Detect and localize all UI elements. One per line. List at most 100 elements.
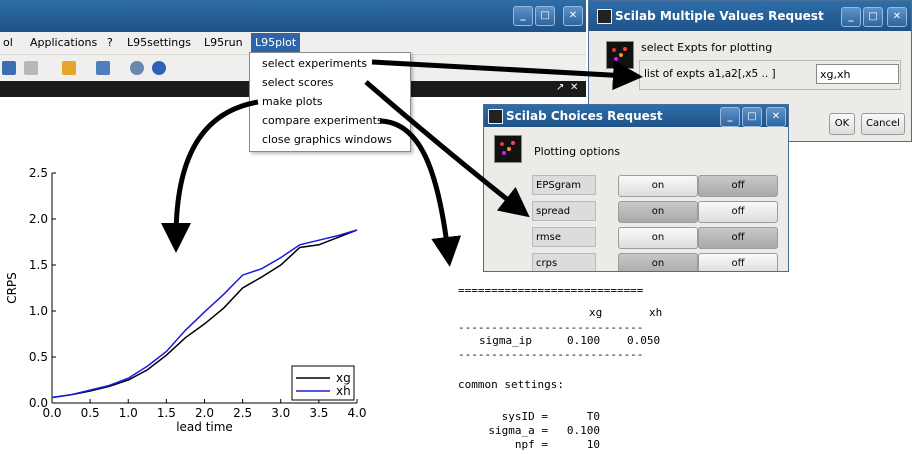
font-icon[interactable] <box>2 61 16 75</box>
y-tick-label: 1.5 <box>29 258 48 272</box>
x-axis-label: lead time <box>176 420 233 434</box>
menu-l95settings[interactable]: L95settings <box>127 36 191 49</box>
dialog-prompt: select Expts for plotting <box>641 41 773 54</box>
menu-tool[interactable]: ol <box>3 36 13 49</box>
scilab-logo-icon <box>597 9 612 24</box>
multiple-values-titlebar: Scilab Multiple Values Request _ □ ✕ <box>589 1 911 31</box>
output-setting-value: 0.100 <box>566 424 600 437</box>
output-rule-single-2: ---------------------------- <box>458 348 644 361</box>
scilab-logo-icon <box>488 109 503 124</box>
choices-title: Scilab Choices Request <box>506 109 663 123</box>
crps-on-button[interactable]: on <box>618 253 698 271</box>
cancel-button[interactable]: Cancel <box>861 113 905 135</box>
dialog-title: Scilab Multiple Values Request <box>615 9 824 23</box>
chart-axes: 0.0 0.5 1.0 1.5 2.0 2.5 3.0 3.5 4.0 0.0 0.5 1.0 1.5 2… <box>5 166 367 434</box>
crps-chart: 0.0 0.5 1.0 1.5 2.0 2.5 3.0 3.5 4.0 0.0 0.5 1.0 1.5 2… <box>5 166 367 434</box>
option-label-epsgram: EPSgram <box>532 175 596 195</box>
choices-subtitle: Plotting options <box>534 145 621 158</box>
option-label-spread: spread <box>532 201 596 221</box>
field-label: list of expts a1,a2[,x5 .. ] <box>644 68 776 80</box>
output-row-name: sigma_ip <box>479 334 532 347</box>
maximize-icon[interactable]: □ <box>535 6 555 26</box>
series-line-xg <box>51 229 358 399</box>
output-common-label: common settings: <box>458 378 564 391</box>
output-setting-key: sigma_a = <box>488 424 548 437</box>
l95plot-dropdown: select experiments select scores make pl… <box>249 52 411 152</box>
chart-lines <box>51 229 358 399</box>
output-rule-single: ---------------------------- <box>458 321 644 334</box>
y-tick-label: 2.0 <box>29 212 48 226</box>
dialog-maximize-icon[interactable]: □ <box>863 7 883 27</box>
legend-box <box>291 365 355 401</box>
menu-item-make-plots[interactable]: make plots <box>262 95 323 108</box>
main-window-titlebar: _ □ ✕ <box>0 0 586 32</box>
spread-off-button[interactable]: off <box>698 201 778 223</box>
arrow-to-multiple-values <box>371 59 643 91</box>
option-label-rmse: rmse <box>532 227 596 247</box>
menu-item-close-graphics[interactable]: close graphics windows <box>262 133 392 146</box>
ok-button[interactable]: OK <box>829 113 855 135</box>
dialog-close-icon[interactable]: ✕ <box>887 7 907 27</box>
output-row-xg: 0.100 <box>567 334 601 347</box>
x-tick-label: 2.5 <box>233 406 252 420</box>
arrow-to-chart <box>161 99 259 253</box>
choices-dialog-icon <box>494 135 522 163</box>
legend-label-xh: xh <box>336 384 351 398</box>
output-header-xg: xg <box>589 306 603 319</box>
menu-item-compare-experiments[interactable]: compare experiments <box>262 114 383 127</box>
y-tick-label: 2.5 <box>29 166 48 180</box>
x-tick-label: 3.5 <box>309 406 328 420</box>
x-tick-label: 0.0 <box>42 406 61 420</box>
save-icon[interactable] <box>62 61 76 75</box>
epsgram-off-button[interactable]: off <box>698 175 778 197</box>
choices-dialog: Scilab Choices Request _ □ ✕ Plotting op… <box>483 104 789 272</box>
series-line-xh <box>51 229 358 399</box>
choices-close-icon[interactable]: ✕ <box>766 107 786 127</box>
menu-applications[interactable]: Applications <box>30 36 98 49</box>
epsgram-on-button[interactable]: on <box>618 175 698 197</box>
option-label-crps: crps <box>532 253 596 271</box>
undock-icon[interactable]: ↗ <box>556 82 565 93</box>
menu-help[interactable]: ? <box>107 36 113 49</box>
output-rule-double: ============================ <box>458 284 644 297</box>
output-setting-value: T0 <box>586 410 600 423</box>
close-icon[interactable]: ✕ <box>563 6 583 26</box>
output-setting-key: npf = <box>514 438 548 451</box>
arrow-to-choices <box>364 80 530 218</box>
choices-titlebar: Scilab Choices Request _ □ ✕ <box>484 105 788 127</box>
menu-item-select-scores[interactable]: select scores <box>262 76 334 89</box>
legend-label-xg: xg <box>336 371 351 385</box>
spread-on-button[interactable]: on <box>618 201 698 223</box>
choices-minimize-icon[interactable]: _ <box>720 107 740 127</box>
help-icon[interactable] <box>152 61 166 75</box>
gear-icon[interactable] <box>130 61 144 75</box>
y-axis-label: CRPS <box>5 272 19 304</box>
choices-maximize-icon[interactable]: □ <box>742 107 762 127</box>
output-row-xh: 0.050 <box>627 334 661 347</box>
dialog-minimize-icon[interactable]: _ <box>841 7 861 27</box>
output-header-xh: xh <box>649 306 663 319</box>
x-tick-label: 1.5 <box>157 406 176 420</box>
menu-l95plot[interactable]: L95plot <box>251 33 301 52</box>
output-setting-key: sysID = <box>501 410 548 423</box>
crps-off-button[interactable]: off <box>698 253 778 271</box>
experiments-input[interactable] <box>816 64 899 84</box>
output-setting-value: 10 <box>586 438 600 451</box>
y-tick-label: 1.0 <box>29 304 48 318</box>
print-icon[interactable] <box>24 61 38 75</box>
menu-item-select-experiments[interactable]: select experiments <box>262 57 368 70</box>
minimize-icon[interactable]: _ <box>513 6 533 26</box>
x-tick-label: 2.0 <box>195 406 214 420</box>
console-close-icon[interactable]: ✕ <box>570 82 579 93</box>
y-tick-label: 0.0 <box>29 396 48 410</box>
menu-l95run[interactable]: L95run <box>204 36 243 49</box>
rmse-on-button[interactable]: on <box>618 227 698 249</box>
x-tick-label: 1.0 <box>119 406 138 420</box>
window-icon[interactable] <box>96 61 110 75</box>
y-tick-label: 0.5 <box>29 350 48 364</box>
x-tick-label: 0.5 <box>81 406 100 420</box>
x-tick-label: 3.0 <box>271 406 290 420</box>
arrow-to-output <box>379 118 462 267</box>
rmse-off-button[interactable]: off <box>698 227 778 249</box>
